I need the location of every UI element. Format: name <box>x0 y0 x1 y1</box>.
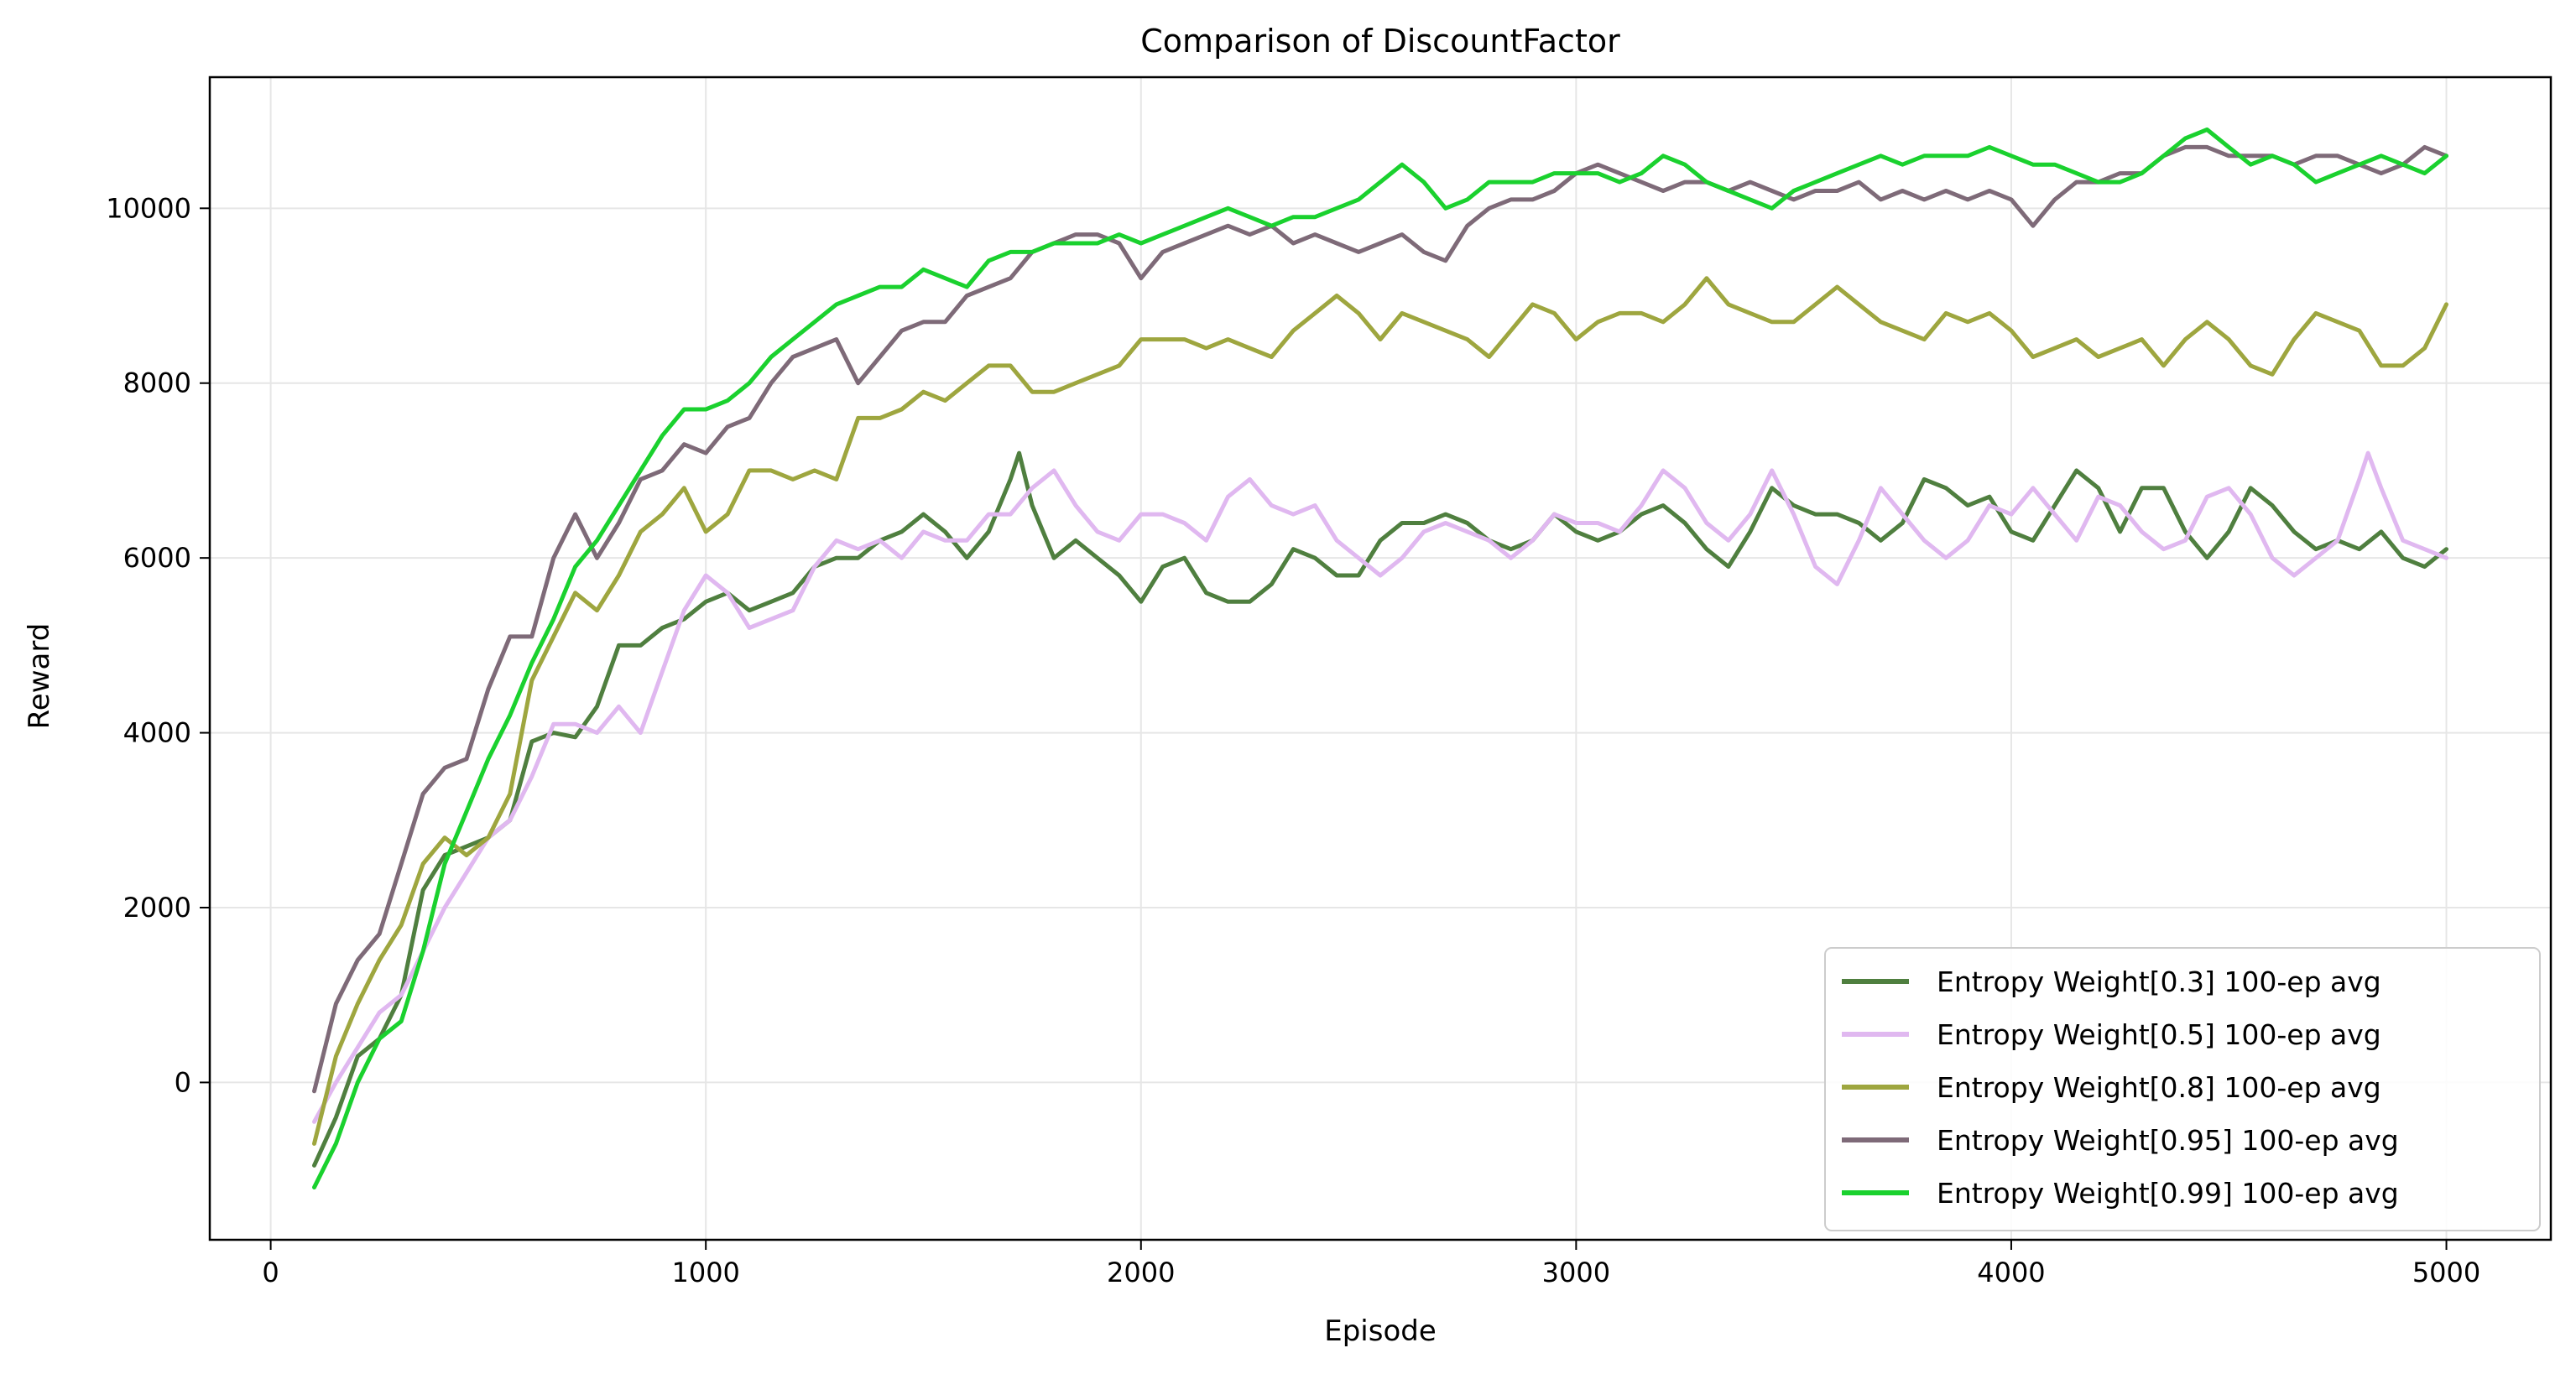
legend: Entropy Weight[0.3] 100-ep avg Entropy We… <box>1824 947 2541 1231</box>
legend-label-3: Entropy Weight[0.95] 100-ep avg <box>1937 1124 2399 1157</box>
series-line-4 <box>312 128 2448 1189</box>
series-lines <box>312 128 2448 1189</box>
y-tick-label: 0 <box>175 1066 191 1098</box>
plot-frame <box>208 75 2553 1241</box>
x-tick-label: 4000 <box>1977 1257 2045 1288</box>
x-tick-label: 5000 <box>2412 1257 2480 1288</box>
legend-label-1: Entropy Weight[0.5] 100-ep avg <box>1937 1018 2381 1051</box>
y-tick-label: 2000 <box>123 892 191 924</box>
series-line-3 <box>312 144 2448 1094</box>
legend-label-2: Entropy Weight[0.8] 100-ep avg <box>1937 1071 2381 1104</box>
series-line-1 <box>312 450 2448 1124</box>
x-tick-label: 3000 <box>1542 1257 1610 1288</box>
x-tick-label: 1000 <box>671 1257 739 1288</box>
legend-box <box>1824 947 2541 1231</box>
x-axis-label: Episode <box>1324 1314 1437 1348</box>
axis-ticks: 0 1000 2000 3000 4000 5000 0 2000 4000 6000 8000 10… <box>106 192 2480 1288</box>
x-tick-label: 0 <box>262 1257 279 1288</box>
y-tick-label: 4000 <box>123 717 191 749</box>
x-tick-label: 2000 <box>1107 1257 1175 1288</box>
y-tick-label: 10000 <box>106 192 191 224</box>
y-tick-label: 8000 <box>123 367 191 399</box>
y-tick-label: 6000 <box>123 542 191 574</box>
y-axis-label: Reward <box>23 623 56 730</box>
legend-label-0: Entropy Weight[0.3] 100-ep avg <box>1937 965 2381 998</box>
series-line-2 <box>312 276 2448 1146</box>
legend-label-4: Entropy Weight[0.99] 100-ep avg <box>1937 1177 2399 1210</box>
chart-title: Comparison of DiscountFactor <box>1140 23 1620 60</box>
series-line-0 <box>312 450 2448 1168</box>
